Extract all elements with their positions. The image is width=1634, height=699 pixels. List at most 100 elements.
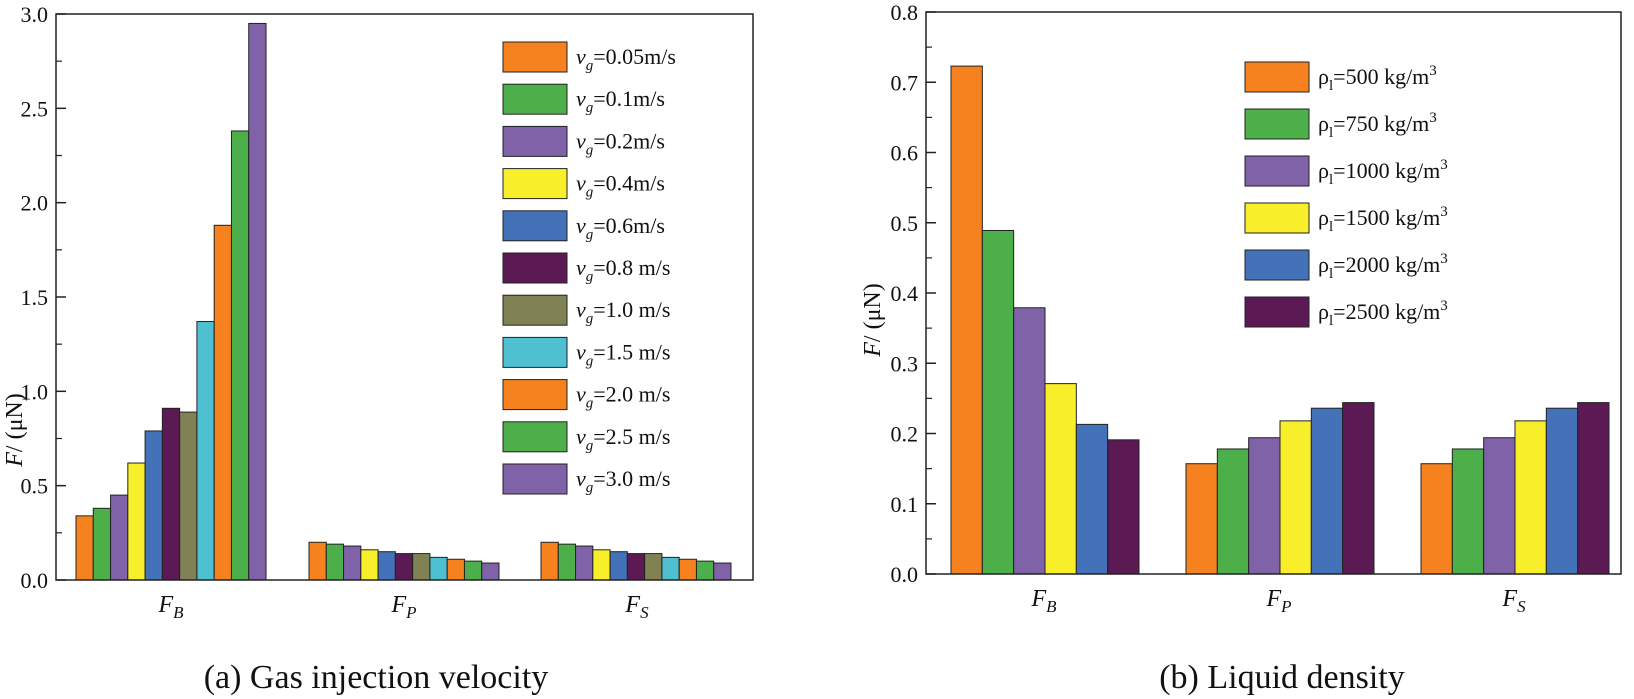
legend: vg=0.05m/s vg=0.1m/s vg=0.2m/s vg=0.4m/s vg=… — [502, 41, 676, 496]
y-tick-label: 0.3 — [891, 351, 919, 376]
x-category-label: FB — [157, 592, 184, 622]
legend-label: vg=0.1m/s — [576, 86, 665, 116]
bar-FB-series-3 — [1044, 383, 1077, 575]
bar-FP-series-10 — [481, 562, 500, 581]
y-tick-label: 0.6 — [891, 141, 919, 166]
y-tick-label: 0.5 — [21, 474, 49, 499]
y-tick-label: 0.2 — [891, 422, 919, 447]
bar-FP-series-0 — [308, 541, 327, 581]
bar-FB-series-7 — [196, 321, 215, 581]
x-category-label: FB — [1030, 586, 1057, 616]
bar-FP-series-0 — [1185, 463, 1218, 575]
legend-swatch — [1244, 155, 1310, 187]
bar-FP-series-5 — [394, 553, 414, 581]
legend-swatch — [502, 379, 568, 411]
bar-FP-series-1 — [1216, 448, 1250, 575]
panel-b-liquid-density: 0.0 0.1 0.2 0.3 0.4 0.5 0.6 0.7 0.8 FB FP FS F/ (μN)… — [860, 0, 1622, 696]
y-tick-label: 1.5 — [21, 285, 49, 310]
legend-label: vg=1.5 m/s — [576, 339, 670, 369]
bar-FS-series-5 — [1577, 402, 1610, 575]
bar-FS-series-4 — [1545, 407, 1579, 575]
bar-FB-series-9 — [230, 130, 250, 581]
bar-FP-series-9 — [463, 560, 483, 581]
legend-swatch — [502, 294, 568, 326]
panel-caption: (b) Liquid density — [1159, 659, 1405, 696]
y-axis-title: F/ (μN) — [2, 393, 28, 468]
bar-FB-series-4 — [144, 430, 163, 581]
bar-FS-series-0 — [540, 541, 559, 581]
x-category-label: FS — [624, 592, 649, 622]
y-tick-label: 0.8 — [891, 0, 919, 25]
panel-caption: (a) Gas injection velocity — [204, 659, 549, 696]
legend-label: vg=0.4m/s — [576, 171, 665, 201]
y-tick-label: 0.7 — [891, 70, 919, 95]
legend-swatch — [1244, 249, 1310, 281]
bar-FP-series-6 — [412, 553, 431, 581]
bar-FS-series-7 — [661, 556, 680, 581]
bar-FS-series-10 — [713, 562, 732, 581]
panel-a-gas-injection-velocity: 0.0 0.5 1.0 1.5 2.0 2.5 3.0 FB FP FS F/ (μN) vg=0.0… — [2, 2, 754, 696]
legend-label: ρl=2500 kg/m3 — [1318, 298, 1448, 329]
legend-swatch — [502, 125, 568, 157]
bar-FP-series-4 — [377, 551, 396, 581]
y-tick-label: 0.4 — [891, 281, 919, 306]
bar-FS-series-1 — [1451, 448, 1485, 575]
legend-swatch — [502, 336, 568, 368]
bar-FB-series-10 — [248, 22, 267, 581]
y-tick-label: 0.0 — [21, 568, 49, 593]
legend-label: ρl=1000 kg/m3 — [1318, 157, 1448, 188]
legend-swatch — [502, 168, 568, 200]
legend-swatch — [1244, 202, 1310, 234]
y-axis-title: F/ (μN) — [860, 283, 886, 358]
y-tick-label: 0.5 — [891, 211, 919, 236]
bar-FS-series-8 — [678, 558, 697, 581]
bar-FB-series-2 — [110, 494, 129, 581]
bar-FS-series-5 — [626, 553, 646, 581]
y-tick-label: 0.1 — [891, 492, 919, 517]
legend-label: ρl=750 kg/m3 — [1318, 110, 1437, 141]
legend-swatch — [502, 463, 568, 495]
y-tick-label: 0.0 — [891, 562, 919, 587]
bar-FP-series-5 — [1342, 402, 1375, 575]
bar-FB-series-0 — [950, 65, 983, 575]
bar-FS-series-6 — [644, 553, 663, 581]
legend-swatch — [1244, 296, 1310, 328]
bar-FB-series-1 — [981, 229, 1015, 575]
bar-FP-series-1 — [325, 543, 345, 581]
legend-label: vg=0.2m/s — [576, 128, 665, 158]
legend-label: vg=0.8 m/s — [576, 255, 670, 285]
y-tick-label: 3.0 — [21, 2, 49, 27]
bar-FP-series-3 — [360, 549, 379, 581]
legend-swatch — [502, 210, 568, 242]
bar-FB-series-0 — [75, 515, 94, 581]
legend-label: vg=0.05m/s — [576, 44, 676, 74]
bar-FS-series-3 — [592, 549, 611, 581]
legend-label: ρl=500 kg/m3 — [1318, 63, 1437, 94]
bar-FP-series-7 — [429, 556, 448, 581]
bar-FP-series-4 — [1310, 407, 1344, 575]
legend-label: ρl=2000 kg/m3 — [1318, 251, 1448, 282]
legend-label: ρl=1500 kg/m3 — [1318, 204, 1448, 235]
legend-swatch — [502, 83, 568, 115]
x-category-label: FS — [1501, 586, 1526, 616]
bar-FS-series-0 — [1420, 463, 1453, 575]
legend: ρl=500 kg/m3 ρl=750 kg/m3 ρl=1000 kg/m3 ρl=… — [1244, 61, 1448, 329]
legend-label: vg=3.0 m/s — [576, 466, 670, 496]
y-tick-label: 2.0 — [21, 191, 49, 216]
bar-FB-series-8 — [213, 224, 232, 581]
bar-FS-series-2 — [575, 545, 594, 581]
bar-FB-series-2 — [1013, 307, 1046, 575]
x-category-label: FP — [1265, 586, 1291, 616]
bar-FB-series-5 — [161, 407, 181, 581]
x-category-label: FP — [390, 592, 416, 622]
bar-FP-series-2 — [1248, 437, 1281, 575]
bar-FB-series-6 — [179, 411, 198, 581]
bar-FP-series-3 — [1279, 420, 1312, 575]
legend-swatch — [1244, 61, 1310, 93]
legend-label: vg=1.0 m/s — [576, 297, 670, 327]
legend-swatch — [502, 252, 568, 284]
legend-label: vg=2.5 m/s — [576, 424, 670, 454]
bar-FB-series-4 — [1075, 423, 1109, 575]
bar-FB-series-1 — [92, 507, 112, 581]
y-tick-label: 1.0 — [21, 379, 49, 404]
